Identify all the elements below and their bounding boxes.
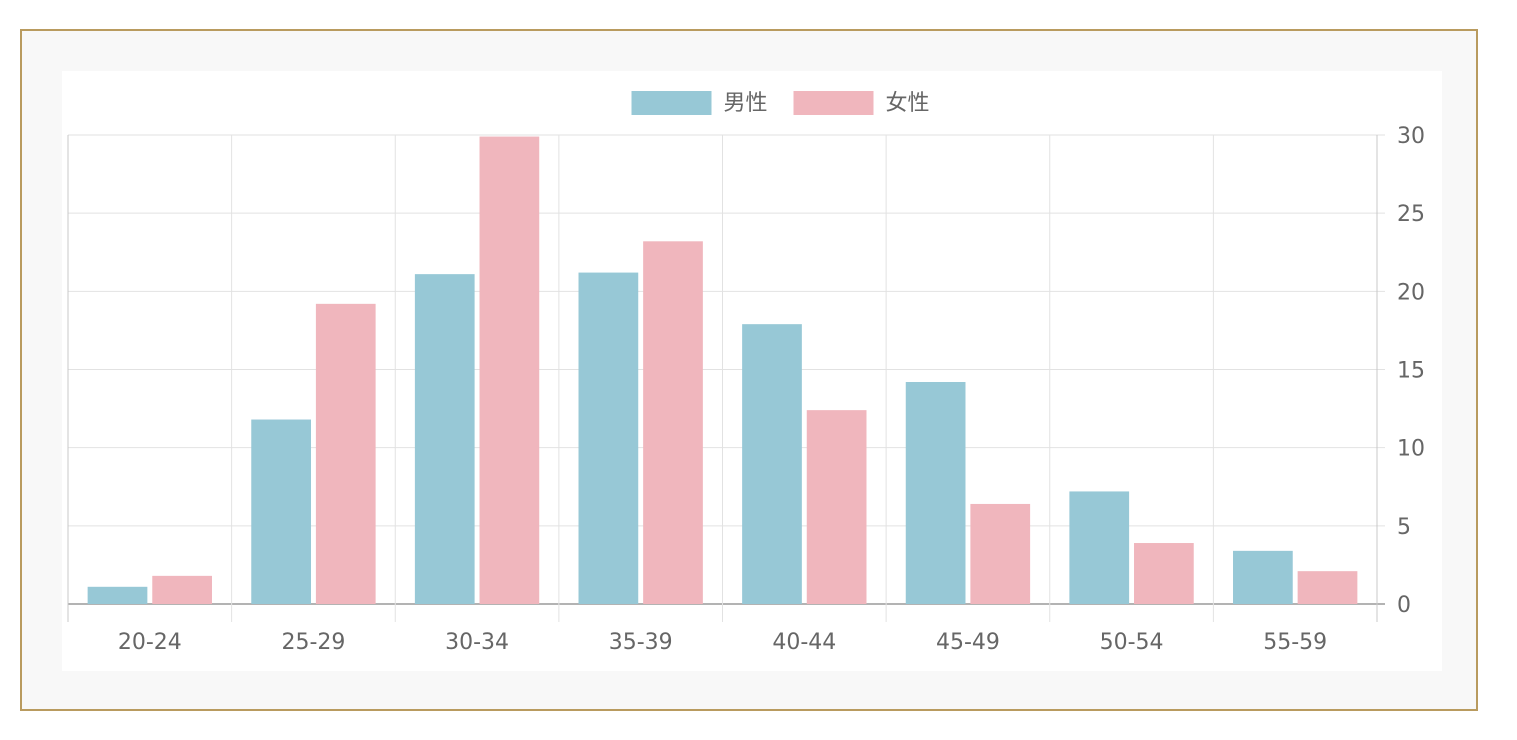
y-tick-label: 0 bbox=[1397, 593, 1411, 618]
x-tick-label: 20-24 bbox=[118, 630, 182, 655]
y-tick-label: 15 bbox=[1397, 359, 1425, 384]
x-tick-label: 35-39 bbox=[609, 630, 673, 655]
x-tick-label: 25-29 bbox=[281, 630, 345, 655]
bar-female bbox=[806, 410, 867, 604]
y-tick-label: 25 bbox=[1397, 202, 1425, 227]
grid-lines bbox=[67, 134, 1385, 622]
y-tick-label: 5 bbox=[1397, 515, 1411, 540]
bar-female bbox=[315, 303, 376, 604]
legend: 男性 女性 bbox=[631, 91, 930, 116]
bar-female bbox=[152, 575, 212, 604]
x-tick-label: 30-34 bbox=[445, 630, 509, 655]
legend-swatch bbox=[793, 91, 874, 115]
bar-female bbox=[1134, 543, 1194, 604]
bar-male bbox=[1233, 550, 1293, 604]
legend-label: 男性 bbox=[724, 91, 768, 116]
bars bbox=[87, 136, 1358, 604]
legend-label: 女性 bbox=[886, 91, 930, 116]
x-tick-labels: 20-24 25-29 30-34 35-39 40-44 45-49 50-54 55-59 bbox=[118, 630, 1327, 655]
bar-female bbox=[1297, 571, 1358, 604]
bar-female bbox=[643, 241, 703, 604]
bar-female bbox=[970, 503, 1031, 604]
bar-male bbox=[1069, 491, 1130, 604]
bar-male bbox=[905, 382, 966, 604]
bar-male bbox=[742, 324, 802, 604]
y-tick-label: 30 bbox=[1397, 124, 1425, 149]
x-tick-label: 50-54 bbox=[1100, 630, 1164, 655]
bar-male bbox=[251, 419, 311, 604]
x-tick-label: 40-44 bbox=[772, 630, 836, 655]
legend-swatch bbox=[631, 91, 712, 115]
bar-male bbox=[87, 586, 148, 604]
y-tick-label: 20 bbox=[1397, 280, 1425, 305]
x-tick-label: 45-49 bbox=[936, 630, 1000, 655]
x-tick-label: 55-59 bbox=[1263, 630, 1327, 655]
bar-male bbox=[414, 274, 475, 604]
bar-male bbox=[578, 272, 639, 604]
bar-female bbox=[479, 136, 540, 604]
y-tick-labels: 0 5 10 15 20 25 30 bbox=[1397, 124, 1425, 618]
y-tick-label: 10 bbox=[1397, 437, 1425, 462]
